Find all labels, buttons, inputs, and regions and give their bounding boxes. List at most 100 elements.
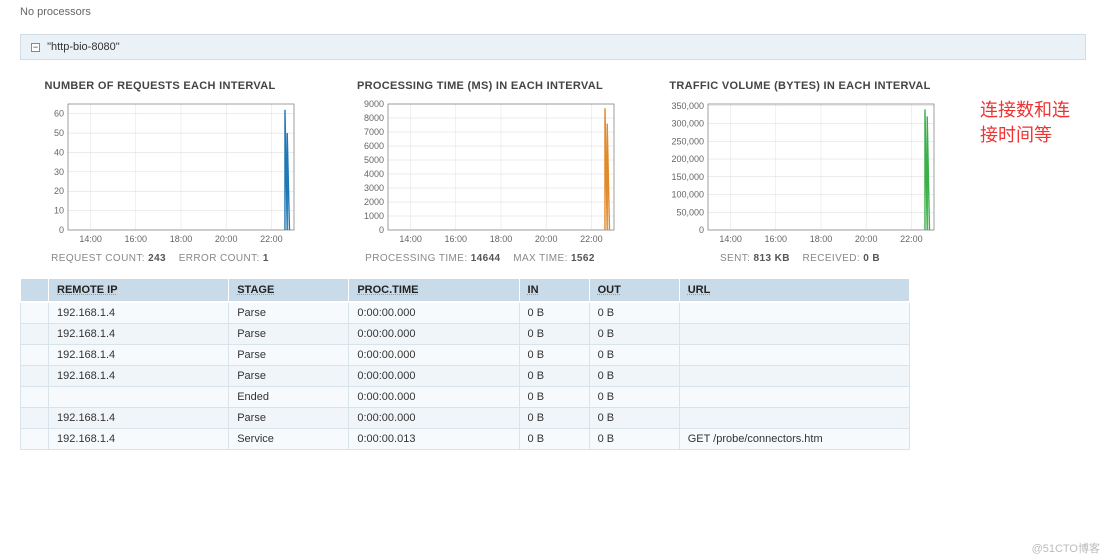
table-cell: 0:00:00.000 bbox=[349, 324, 519, 345]
table-cell: 0 B bbox=[519, 324, 589, 345]
table-cell: 0:00:00.000 bbox=[349, 345, 519, 366]
svg-text:200,000: 200,000 bbox=[671, 154, 704, 164]
table-row: 192.168.1.4Parse0:00:00.0000 B0 B bbox=[21, 366, 910, 387]
table-row: 192.168.1.4Parse0:00:00.0000 B0 B bbox=[21, 324, 910, 345]
svg-text:9000: 9000 bbox=[364, 99, 384, 109]
table-cell bbox=[679, 366, 909, 387]
svg-text:150,000: 150,000 bbox=[671, 172, 704, 182]
svg-text:50,000: 50,000 bbox=[676, 207, 704, 217]
svg-text:100,000: 100,000 bbox=[671, 190, 704, 200]
table-cell: Parse bbox=[229, 366, 349, 387]
table-header[interactable]: IN bbox=[519, 279, 589, 303]
table-cell: 0 B bbox=[519, 345, 589, 366]
row-blank-cell bbox=[21, 366, 49, 387]
table-cell: 0 B bbox=[589, 345, 679, 366]
row-blank-cell bbox=[21, 302, 49, 324]
svg-text:14:00: 14:00 bbox=[719, 234, 742, 244]
svg-text:50: 50 bbox=[54, 128, 64, 138]
svg-text:4000: 4000 bbox=[364, 169, 384, 179]
svg-text:16:00: 16:00 bbox=[765, 234, 788, 244]
charts-row: NUMBER OF REQUESTS EACH INTERVAL 0 10 20 30… bbox=[0, 60, 1106, 264]
requests-chart-block: NUMBER OF REQUESTS EACH INTERVAL 0 10 20 30… bbox=[20, 70, 300, 264]
connections-table: REMOTE IPSTAGEPROC.TIMEINOUTURL 192.168.… bbox=[20, 278, 910, 450]
svg-text:20:00: 20:00 bbox=[215, 234, 238, 244]
svg-text:10: 10 bbox=[54, 206, 64, 216]
svg-text:3000: 3000 bbox=[364, 183, 384, 193]
table-cell: Parse bbox=[229, 408, 349, 429]
table-cell bbox=[679, 324, 909, 345]
table-cell: GET /probe/connectors.htm bbox=[679, 429, 909, 450]
table-cell: 0 B bbox=[519, 387, 589, 408]
svg-text:60: 60 bbox=[54, 109, 64, 119]
table-cell bbox=[679, 387, 909, 408]
table-cell bbox=[679, 345, 909, 366]
processing-chart: 010002000300040005000600070008000900014:… bbox=[340, 98, 620, 248]
table-cell: 0:00:00.000 bbox=[349, 302, 519, 324]
table-cell: 0:00:00.000 bbox=[349, 387, 519, 408]
collapse-icon[interactable]: − bbox=[31, 43, 40, 52]
svg-text:16:00: 16:00 bbox=[445, 234, 468, 244]
svg-text:18:00: 18:00 bbox=[490, 234, 513, 244]
svg-text:300,000: 300,000 bbox=[671, 119, 704, 129]
requests-chart-title: NUMBER OF REQUESTS EACH INTERVAL bbox=[20, 80, 300, 92]
svg-text:250,000: 250,000 bbox=[671, 136, 704, 146]
table-cell: 0 B bbox=[589, 324, 679, 345]
table-header[interactable]: OUT bbox=[589, 279, 679, 303]
svg-text:14:00: 14:00 bbox=[79, 234, 102, 244]
svg-text:22:00: 22:00 bbox=[900, 234, 923, 244]
traffic-chart-block: TRAFFIC VOLUME (BYTES) IN EACH INTERVAL … bbox=[660, 70, 940, 264]
svg-text:2000: 2000 bbox=[364, 197, 384, 207]
svg-text:40: 40 bbox=[54, 147, 64, 157]
svg-text:18:00: 18:00 bbox=[170, 234, 193, 244]
table-cell: 0:00:00.000 bbox=[349, 366, 519, 387]
traffic-chart-title: TRAFFIC VOLUME (BYTES) IN EACH INTERVAL bbox=[660, 80, 940, 92]
table-cell: 0 B bbox=[519, 366, 589, 387]
row-blank-cell bbox=[21, 408, 49, 429]
table-row: 192.168.1.4Service0:00:00.0130 B0 BGET /… bbox=[21, 429, 910, 450]
table-cell: 192.168.1.4 bbox=[49, 324, 229, 345]
processing-chart-title: PROCESSING TIME (MS) IN EACH INTERVAL bbox=[340, 80, 620, 92]
svg-text:22:00: 22:00 bbox=[260, 234, 283, 244]
annotation-text: 连接数和连接时间等 bbox=[980, 70, 1086, 264]
svg-text:6000: 6000 bbox=[364, 141, 384, 151]
svg-text:20:00: 20:00 bbox=[855, 234, 878, 244]
requests-chart: 010203040506014:0016:0018:0020:0022:00 bbox=[20, 98, 300, 248]
table-cell: Parse bbox=[229, 302, 349, 324]
svg-text:14:00: 14:00 bbox=[399, 234, 422, 244]
table-header[interactable]: URL bbox=[679, 279, 909, 303]
row-blank-cell bbox=[21, 429, 49, 450]
svg-text:20: 20 bbox=[54, 186, 64, 196]
table-row: 192.168.1.4Parse0:00:00.0000 B0 B bbox=[21, 302, 910, 324]
table-header[interactable]: PROC.TIME bbox=[349, 279, 519, 303]
svg-text:350,000: 350,000 bbox=[671, 101, 704, 111]
table-row: Ended0:00:00.0000 B0 B bbox=[21, 387, 910, 408]
table-cell: 0:00:00.000 bbox=[349, 408, 519, 429]
row-blank-cell bbox=[21, 345, 49, 366]
svg-text:22:00: 22:00 bbox=[580, 234, 603, 244]
table-cell: 0 B bbox=[589, 408, 679, 429]
traffic-chart: 050,000100,000150,000200,000250,000300,0… bbox=[660, 98, 940, 248]
svg-text:0: 0 bbox=[59, 225, 64, 235]
table-cell bbox=[679, 302, 909, 324]
table-header[interactable]: STAGE bbox=[229, 279, 349, 303]
table-cell: 0 B bbox=[519, 408, 589, 429]
table-cell: 192.168.1.4 bbox=[49, 345, 229, 366]
svg-text:7000: 7000 bbox=[364, 127, 384, 137]
section-header[interactable]: − "http-bio-8080" bbox=[20, 34, 1086, 60]
table-row: 192.168.1.4Parse0:00:00.0000 B0 B bbox=[21, 408, 910, 429]
requests-chart-footer: REQUEST COUNT: 243 ERROR COUNT: 1 bbox=[20, 253, 300, 264]
table-header[interactable]: REMOTE IP bbox=[49, 279, 229, 303]
svg-text:8000: 8000 bbox=[364, 113, 384, 123]
svg-text:18:00: 18:00 bbox=[810, 234, 833, 244]
table-cell: 192.168.1.4 bbox=[49, 366, 229, 387]
traffic-chart-footer: SENT: 813 KB RECEIVED: 0 B bbox=[660, 253, 940, 264]
no-processors-text: No processors bbox=[0, 0, 1106, 24]
table-cell: 192.168.1.4 bbox=[49, 302, 229, 324]
table-cell bbox=[679, 408, 909, 429]
table-cell: 192.168.1.4 bbox=[49, 408, 229, 429]
row-blank-cell bbox=[21, 387, 49, 408]
table-cell: 0 B bbox=[519, 429, 589, 450]
svg-text:1000: 1000 bbox=[364, 211, 384, 221]
svg-text:30: 30 bbox=[54, 167, 64, 177]
table-cell: 192.168.1.4 bbox=[49, 429, 229, 450]
